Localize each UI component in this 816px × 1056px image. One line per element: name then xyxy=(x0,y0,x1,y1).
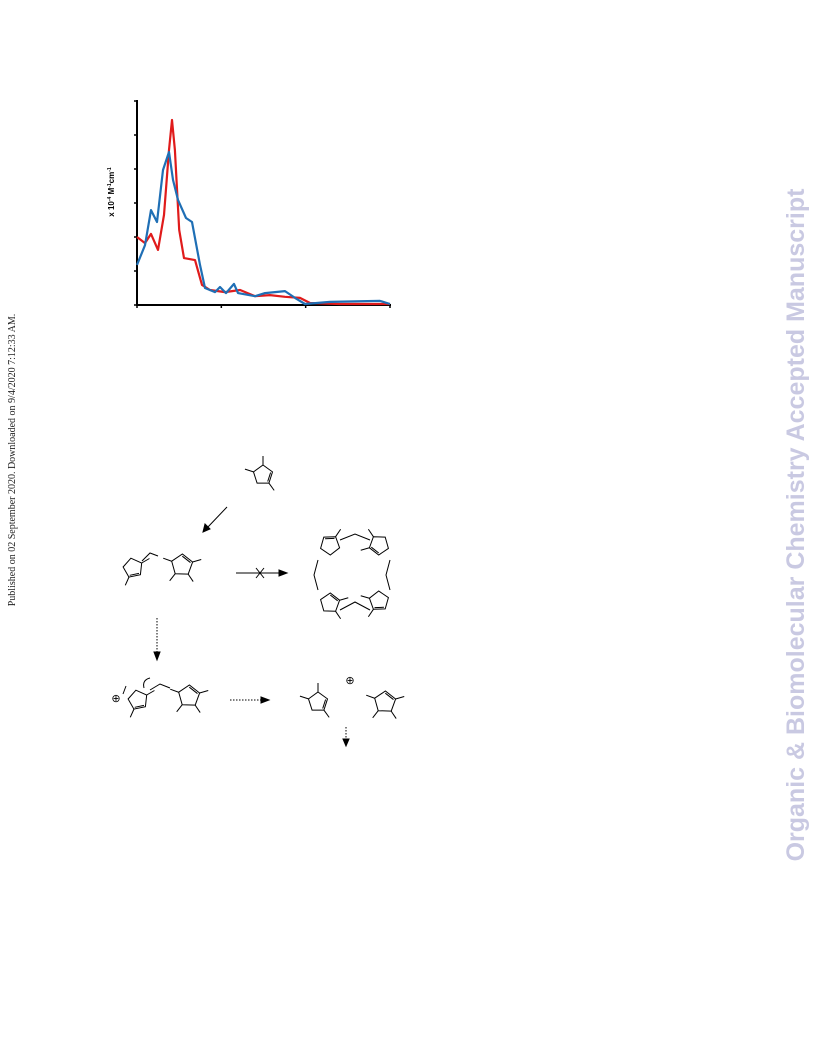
pyrrole-ring xyxy=(171,553,194,575)
label-sup: -1 xyxy=(107,167,113,172)
substituent xyxy=(146,690,155,696)
spectrum-line xyxy=(135,150,391,306)
substituent xyxy=(163,557,172,562)
double-bond xyxy=(129,572,140,576)
substituent xyxy=(335,611,342,620)
substituent xyxy=(169,573,176,582)
substituent xyxy=(268,482,275,491)
substituent xyxy=(192,559,202,563)
substituent xyxy=(367,609,374,618)
substituent xyxy=(194,704,201,713)
arrow-head xyxy=(260,696,271,704)
double-bond xyxy=(322,699,327,709)
y-axis-label: x 10-4 M-1cm-1 xyxy=(107,167,116,217)
pyrrole-ring xyxy=(178,684,201,706)
pyrrole-ring xyxy=(122,557,143,578)
substituent xyxy=(129,708,135,718)
double-bond xyxy=(371,546,380,554)
arrow-head xyxy=(342,738,350,748)
substituent xyxy=(372,710,379,719)
substituent xyxy=(335,528,342,537)
arrow-head xyxy=(153,651,161,662)
label-part: cm xyxy=(107,172,116,184)
pyrrole-ring xyxy=(368,590,389,610)
bond xyxy=(141,552,159,562)
arrow-head xyxy=(278,569,289,577)
charge: ⊕ xyxy=(345,675,354,687)
double-bond xyxy=(329,594,338,602)
pyrrole-ring xyxy=(307,691,329,711)
pyrrole-ring xyxy=(320,536,341,556)
bold-bond xyxy=(339,601,371,611)
pyrrole-ring xyxy=(252,464,274,484)
curly-arrow xyxy=(143,677,151,689)
substituent xyxy=(360,595,370,599)
substituent xyxy=(199,690,209,694)
cross xyxy=(255,567,265,579)
label-part: x 10 xyxy=(107,201,116,217)
label-sup: -1 xyxy=(107,183,113,188)
substituent xyxy=(390,710,397,719)
label-part: M xyxy=(107,187,116,196)
bond xyxy=(122,685,127,695)
label-sup: -4 xyxy=(107,196,113,201)
substituent xyxy=(360,547,370,551)
substituent xyxy=(124,576,130,586)
pyrrole-ring xyxy=(320,592,341,612)
double-bond xyxy=(134,704,145,708)
arrow-head xyxy=(202,523,211,533)
bold-bond xyxy=(385,559,391,591)
substituent xyxy=(366,694,375,699)
double-bond xyxy=(267,472,272,482)
substituent xyxy=(244,468,254,473)
spectrum-line xyxy=(136,118,390,306)
double-bond xyxy=(188,686,198,694)
download-note: Published on 02 September 2020. Download… xyxy=(7,314,18,607)
substituent xyxy=(187,573,194,582)
charge: ⊕ xyxy=(111,693,120,705)
bold-bond xyxy=(313,559,319,591)
substituent xyxy=(299,695,309,700)
bond xyxy=(149,683,171,691)
watermark: Organic & Biomolecular Chemistry Accepte… xyxy=(782,188,810,862)
pyrrole-ring xyxy=(368,536,389,556)
double-bond xyxy=(384,692,394,700)
reaction-scheme: ⊕ ⊕ xyxy=(111,456,405,748)
spectrum-chart: x 10-4 M-1cm-1 xyxy=(107,100,391,308)
substituent xyxy=(141,558,150,564)
substituent xyxy=(170,688,179,693)
pyrrole-ring xyxy=(374,690,397,712)
substituent xyxy=(367,528,374,537)
pyrrole-ring xyxy=(127,689,148,710)
substituent xyxy=(176,704,183,713)
substituent xyxy=(395,696,405,700)
substituent xyxy=(339,597,349,601)
bold-bond xyxy=(339,533,371,541)
arrow xyxy=(206,506,228,529)
double-bond xyxy=(181,555,191,563)
substituent xyxy=(323,709,330,718)
